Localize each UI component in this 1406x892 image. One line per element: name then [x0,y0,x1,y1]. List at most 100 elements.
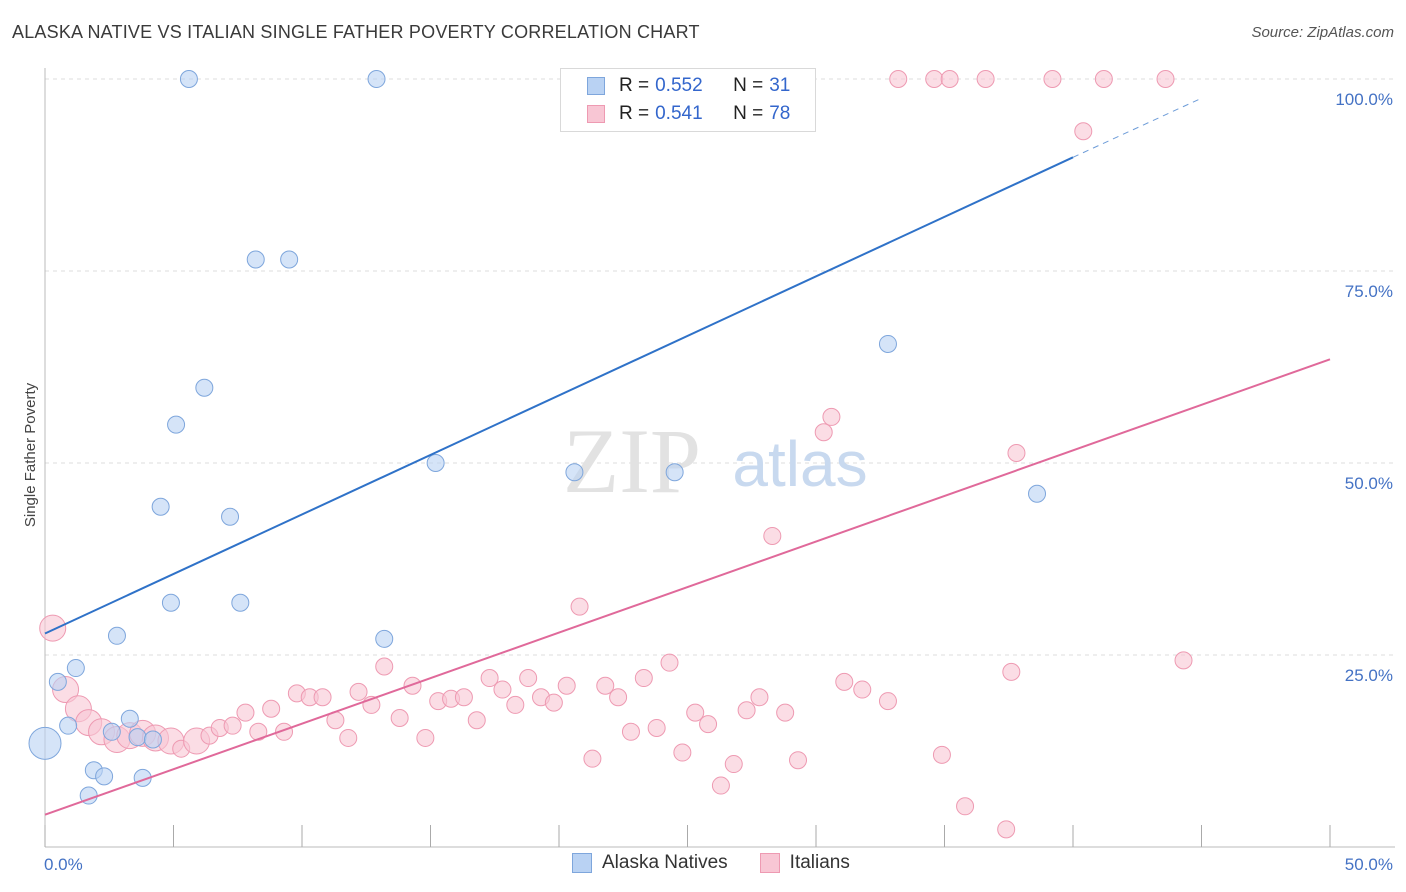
legend-swatch-blue [587,77,605,95]
alaska-natives-trend-extension [1072,97,1202,158]
italians-point [853,680,872,699]
italians-point [583,749,602,768]
italians-point [544,693,563,712]
legend-label-italians: Italians [789,852,850,873]
italians-point [822,407,841,426]
italians-point [647,718,666,737]
legend-r-label: R = [619,103,650,124]
legend-n-label: N = [733,103,764,124]
italians-point [416,728,435,747]
italians-point [940,70,959,88]
italians-point [403,676,422,695]
italians-trend-line [44,358,1331,816]
alaska-natives-point [375,629,394,648]
watermark-atlas: atlas [732,428,867,500]
italians-point [223,716,242,735]
italians-point [506,695,525,714]
alaska-natives-point [48,672,67,691]
alaska-natives-point [120,709,139,728]
watermark: ZIP atlas [563,410,868,512]
alaska-natives-point [221,507,240,526]
alaska-natives-point [143,730,162,749]
italians-point [480,669,499,688]
stats-legend: R = 0.552 N = 31 R = 0.541 N = 78 [560,68,816,132]
italians-point [596,676,615,695]
alaska-natives-point [195,378,214,397]
tick-labels: 25.0% 50.0% 75.0% 100.0% 0.0% 50.0% [44,90,1393,874]
italians-point [467,711,486,730]
legend-swatch-pink [587,105,605,123]
alaska-natives-trend-line [44,156,1074,635]
alaska-natives-point [280,250,299,269]
legend-r-value: 0.541 [655,103,703,124]
italians-point [925,70,944,88]
alaska-natives-point [565,463,584,482]
legend-swatch-pink [759,853,780,873]
italians-point [249,722,268,741]
alaska-natives-point [128,728,147,747]
alaska-natives-point [665,463,684,482]
italians-point [956,797,975,816]
italians-point [609,688,628,707]
italians-point [835,672,854,691]
italians-point [1094,70,1113,88]
italians-point [673,743,692,762]
y-tick-label: 25.0% [1345,666,1393,685]
alaska-natives-point [878,334,897,353]
watermark-zip: ZIP [563,410,701,512]
italians-point [493,680,512,699]
italians-point [763,526,782,545]
alaska-natives-point [246,250,265,269]
italians-point [1174,651,1193,670]
italians-point [750,688,769,707]
alaska-natives-point [107,626,126,645]
x-tick-label: 0.0% [44,855,83,874]
italians-point [889,70,908,88]
alaska-natives-point [167,415,186,434]
alaska-natives-point [1028,484,1047,503]
alaska-natives-point [28,726,62,760]
alaska-natives-point [151,497,170,516]
axes [44,68,1395,848]
chart-title: ALASKA NATIVE VS ITALIAN SINGLE FATHER P… [12,22,700,42]
italians-point [1156,70,1175,88]
legend-n-value: 31 [769,75,791,96]
italians-point [621,722,640,741]
alaska-natives-point [59,716,78,735]
italians-point [776,703,795,722]
italians-point [660,653,679,672]
italians-point [236,703,255,722]
legend-item-italians: Italians [759,852,850,874]
italians-point [789,751,808,770]
alaska-natives-point [179,70,198,88]
italians-point [570,597,589,616]
y-tick-label: 100.0% [1335,90,1393,109]
italians-point [1002,662,1021,681]
italians-point [519,669,538,688]
italians-point [557,676,576,695]
legend-r-value: 0.552 [655,75,703,96]
italians-point [262,699,281,718]
y-tick-label: 50.0% [1345,474,1393,493]
alaska-natives-point [426,454,445,472]
y-axis-label: Single Father Poverty [22,382,39,527]
italians-point [1007,444,1026,463]
italians-point [349,682,368,701]
italians-point [39,614,67,642]
x-tick-label: 50.0% [1345,855,1393,874]
italians-point [737,701,756,720]
italians-point [976,70,995,88]
italians-point [686,703,705,722]
italians-point [711,776,730,795]
alaska-natives-point [367,70,386,88]
italians-point [1074,122,1093,141]
alaska-natives-point [231,593,250,612]
legend-label-alaska-natives: Alaska Natives [602,852,728,873]
grid-lines [45,78,1395,656]
alaska-natives-point [66,659,85,678]
legend-n-label: N = [733,75,764,96]
italians-point [634,669,653,688]
italians-point [932,745,951,764]
legend-n-value: 78 [769,103,791,124]
